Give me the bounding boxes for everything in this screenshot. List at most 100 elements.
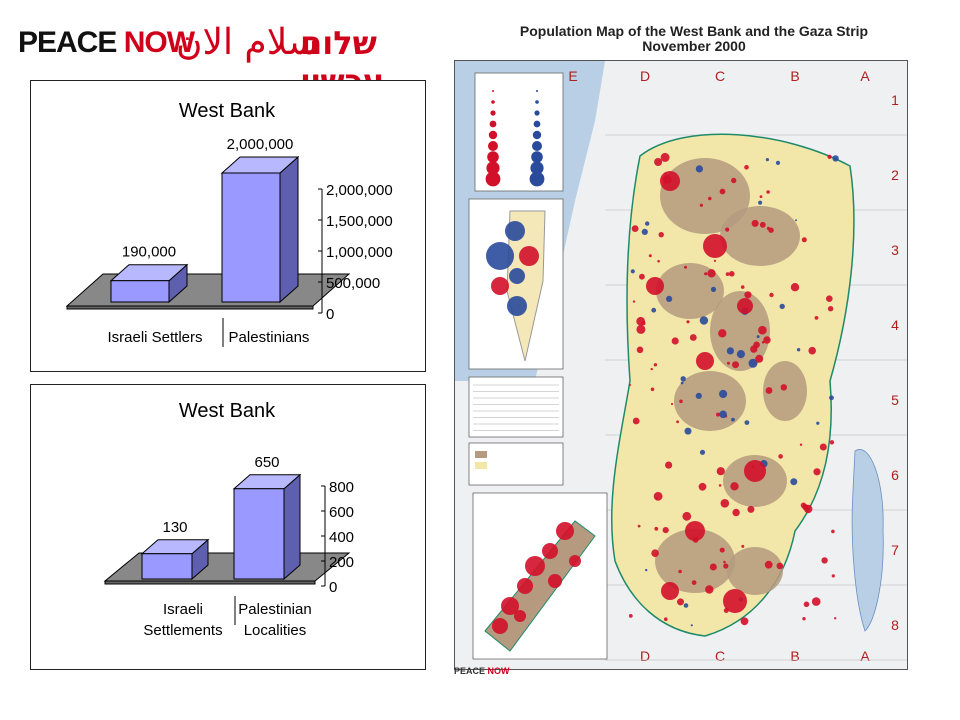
settlement-dot (736, 350, 745, 359)
settlement-dot (795, 219, 797, 222)
grid-col-label: C (715, 68, 725, 84)
bar-value-label: 190,000 (122, 244, 176, 261)
locality-dot (639, 273, 645, 280)
settlers-population-chart: West Bank 0 500,000 1,000,000 1,500,000 2,000… (30, 80, 426, 372)
locality-dot (651, 549, 659, 557)
bar (233, 488, 285, 580)
locality-dot (650, 387, 655, 392)
legend-palestinian-dot (492, 90, 494, 92)
logo-arabic: سلام الان (176, 22, 319, 63)
settlement-dot (832, 155, 839, 162)
bar (110, 280, 170, 303)
settlement-dot (748, 358, 758, 368)
locality-dot (813, 468, 821, 476)
chart-title: West Bank (179, 100, 276, 122)
population-map: E D D C C B B A A 1 2 3 4 5 6 7 8 (454, 60, 908, 670)
locality-dot (801, 237, 807, 243)
inset-population-circle (491, 277, 509, 295)
inset-population-circle (486, 242, 514, 270)
locality-dot (834, 617, 837, 620)
dead-sea (851, 449, 884, 632)
locality-dot (764, 560, 773, 569)
locality-dot (677, 598, 684, 606)
locality-dot (678, 569, 682, 574)
large-locality-circle (660, 171, 680, 191)
locality-dot (716, 467, 725, 476)
legend-israeli-dot (532, 130, 542, 140)
locality-dot (632, 417, 640, 425)
locality-dot (727, 361, 730, 365)
locality-dot (759, 221, 766, 228)
locality-dot (729, 271, 735, 277)
locality-dot (670, 402, 674, 406)
bar (221, 172, 281, 303)
locality-dot (731, 177, 737, 184)
locality-dot (699, 203, 703, 207)
settlement-dot (816, 421, 820, 425)
settlement-dot (683, 603, 689, 608)
grid-row-label: 6 (891, 467, 899, 483)
large-locality-circle (646, 277, 664, 295)
settlement-dot (684, 427, 692, 435)
settlement-dot (765, 158, 769, 162)
legend-area-a-swatch (475, 451, 487, 458)
settlement-dot (645, 221, 650, 226)
map-canvas: E D D C C B B A A 1 2 3 4 5 6 7 8 (455, 61, 907, 669)
gaza-population-circle (501, 597, 519, 615)
grid-col-label: A (860, 68, 870, 84)
inset-population-circle (519, 246, 539, 266)
locality-dot (814, 316, 819, 320)
locality-dot (628, 614, 633, 618)
area-a-region (720, 206, 800, 266)
settlement-dot (758, 200, 763, 205)
legend-palestinian-dot (491, 100, 495, 104)
inset-population-circle (505, 221, 525, 241)
locality-dot (808, 346, 816, 355)
locality-dot (725, 272, 730, 276)
grid-row-label: 7 (891, 542, 899, 558)
gaza-population-circle (556, 522, 574, 540)
y-tick-label: 200 (329, 554, 354, 571)
locality-dot (790, 283, 800, 292)
gaza-population-circle (569, 555, 581, 567)
legend-area-b-swatch (475, 462, 487, 469)
legend-palestinian-dot (488, 130, 498, 140)
large-locality-circle (744, 460, 766, 482)
locality-dot (741, 544, 745, 548)
locality-dot (658, 232, 664, 238)
y-tick-label: 400 (329, 529, 354, 546)
legend-palestinian-dot (488, 141, 498, 151)
legend-box (474, 72, 564, 192)
locality-dot (636, 346, 644, 354)
population-table-box (468, 376, 564, 438)
locality-dot (709, 563, 717, 571)
category-label: Israeli (163, 601, 203, 618)
settlement-dot (630, 269, 635, 274)
peace-now-logo: PEACE NOW سلام الان שלום עכשיו (18, 18, 438, 100)
locality-dot (713, 259, 717, 262)
locality-dot (707, 269, 716, 278)
locality-dot (704, 272, 708, 276)
locality-dot (676, 420, 679, 424)
locality-dot (653, 491, 663, 501)
chart-canvas: West Bank 0 500,000 1,000,000 1,500,000 2,000… (65, 100, 393, 347)
category-label: Israeli Settlers (107, 329, 202, 346)
locality-dot (654, 526, 659, 531)
grid-row-label: 4 (891, 317, 899, 333)
legend-israeli-dot (529, 171, 545, 187)
settlement-dot (699, 316, 709, 325)
locality-dot (811, 597, 821, 606)
locality-dot (719, 188, 726, 195)
locality-dot (718, 329, 727, 338)
category-label: Settlements (143, 622, 222, 639)
settlement-dot (756, 335, 760, 339)
locality-dot (723, 560, 726, 564)
locality-dot (803, 601, 810, 608)
legend-israeli-dot (532, 141, 542, 151)
locality-dot (705, 585, 714, 594)
locality-dot (691, 580, 697, 585)
y-tick-label: 0 (326, 306, 334, 323)
gaza-strip-shape (484, 520, 596, 652)
area-a-region (655, 529, 735, 593)
locality-dot (732, 508, 740, 517)
